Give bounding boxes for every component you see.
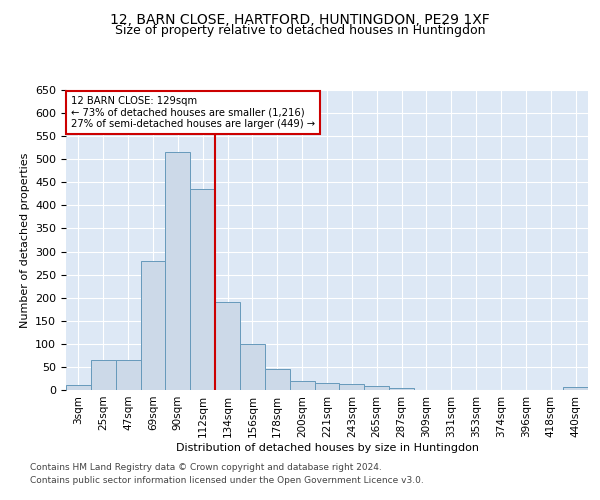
Text: 12 BARN CLOSE: 129sqm
← 73% of detached houses are smaller (1,216)
27% of semi-d: 12 BARN CLOSE: 129sqm ← 73% of detached … xyxy=(71,96,316,129)
Bar xyxy=(340,384,364,390)
Bar xyxy=(563,387,588,390)
Bar xyxy=(66,386,91,390)
Text: Size of property relative to detached houses in Huntingdon: Size of property relative to detached ho… xyxy=(115,24,485,37)
Bar xyxy=(389,388,414,390)
Bar xyxy=(140,261,166,390)
Bar xyxy=(265,369,290,390)
Text: 12, BARN CLOSE, HARTFORD, HUNTINGDON, PE29 1XF: 12, BARN CLOSE, HARTFORD, HUNTINGDON, PE… xyxy=(110,12,490,26)
Bar xyxy=(116,360,140,390)
X-axis label: Distribution of detached houses by size in Huntingdon: Distribution of detached houses by size … xyxy=(176,442,479,452)
Bar xyxy=(290,381,314,390)
Text: Contains HM Land Registry data © Crown copyright and database right 2024.: Contains HM Land Registry data © Crown c… xyxy=(30,464,382,472)
Bar xyxy=(215,302,240,390)
Bar xyxy=(240,344,265,390)
Bar xyxy=(314,383,340,390)
Bar xyxy=(190,189,215,390)
Text: Contains public sector information licensed under the Open Government Licence v3: Contains public sector information licen… xyxy=(30,476,424,485)
Bar xyxy=(166,152,190,390)
Bar xyxy=(91,360,116,390)
Bar xyxy=(364,386,389,390)
Y-axis label: Number of detached properties: Number of detached properties xyxy=(20,152,29,328)
